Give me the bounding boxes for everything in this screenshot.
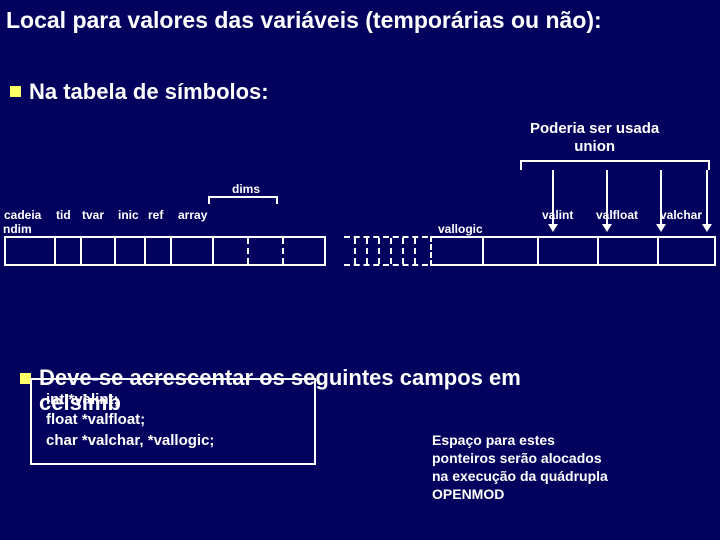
- hdr-cadeia: cadeia: [4, 208, 41, 222]
- union-note-line2: union: [530, 138, 659, 156]
- table-cell: [539, 238, 599, 264]
- slide-title: Local para valores das variáveis (tempor…: [0, 0, 720, 35]
- right-note: Espaço para estes ponteiros serão alocad…: [432, 432, 608, 504]
- table-cell: [6, 238, 56, 264]
- union-bracket: [520, 160, 710, 170]
- table-cell: [484, 238, 539, 264]
- right-note-line: Espaço para estes: [432, 432, 608, 450]
- code-line: int *valint;: [46, 390, 302, 410]
- arrow-icon: [606, 170, 608, 230]
- arrow-icon: [706, 170, 708, 230]
- table-cell: [116, 238, 146, 264]
- union-note-line1: Poderia ser usada: [530, 120, 659, 138]
- right-note-line: na execução da quádrupla: [432, 468, 608, 486]
- arrow-icon: [552, 170, 554, 230]
- hdr-valchar: valchar: [660, 208, 702, 222]
- hdr-ref: ref: [148, 208, 163, 222]
- hdr-valfloat: valfloat: [596, 208, 638, 222]
- hdr-tvar: tvar: [82, 208, 104, 222]
- table-cell: [249, 238, 284, 264]
- right-note-line: ponteiros serão alocados: [432, 450, 608, 468]
- vallogic-label: vallogic: [438, 222, 483, 236]
- bullet-1-text: Na tabela de símbolos:: [29, 79, 269, 105]
- dashed-gap: [344, 236, 428, 266]
- table-cell: [172, 238, 214, 264]
- union-note: Poderia ser usada union: [530, 120, 659, 156]
- bullet-square-icon: [10, 86, 21, 97]
- dims-label: dims: [232, 182, 260, 196]
- hdr-tid: tid: [56, 208, 71, 222]
- dims-bracket: [208, 196, 278, 204]
- code-line: float *valfloat;: [46, 410, 302, 430]
- table-cell: [146, 238, 172, 264]
- code-line: char *valchar, *vallogic;: [46, 431, 302, 451]
- hdr-array: array: [178, 208, 207, 222]
- table-cell: [432, 238, 484, 264]
- table-cell: [214, 238, 249, 264]
- symbol-table-right: [430, 236, 716, 266]
- table-cell: [599, 238, 659, 264]
- table-cell: [659, 238, 714, 264]
- hdr-inic: inic: [118, 208, 139, 222]
- arrow-icon: [660, 170, 662, 230]
- table-cell: [284, 238, 324, 264]
- right-note-line: OPENMOD: [432, 486, 608, 504]
- table-cell: [56, 238, 82, 264]
- ndim-label: ndim: [3, 222, 32, 236]
- hdr-valint: valint: [542, 208, 573, 222]
- table-cell: [82, 238, 116, 264]
- symbol-table-left: [4, 236, 326, 266]
- code-box: int *valint; float *valfloat; char *valc…: [30, 378, 316, 465]
- bullet-1: Na tabela de símbolos:: [0, 79, 720, 105]
